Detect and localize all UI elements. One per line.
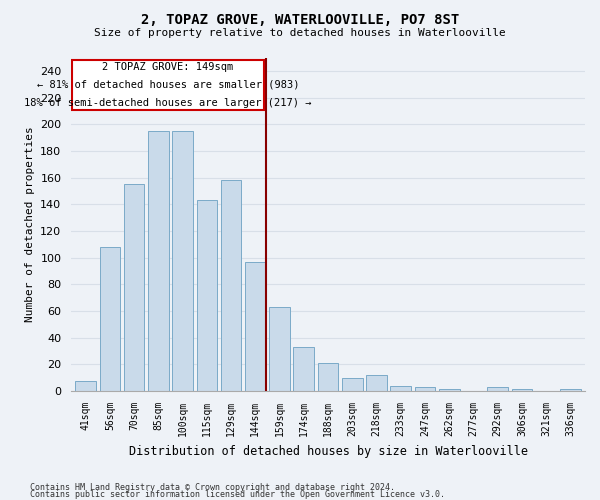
Text: 2, TOPAZ GROVE, WATERLOOVILLE, PO7 8ST: 2, TOPAZ GROVE, WATERLOOVILLE, PO7 8ST: [141, 12, 459, 26]
Text: Contains HM Land Registry data © Crown copyright and database right 2024.: Contains HM Land Registry data © Crown c…: [30, 484, 395, 492]
X-axis label: Distribution of detached houses by size in Waterlooville: Distribution of detached houses by size …: [128, 444, 527, 458]
Text: 2 TOPAZ GROVE: 149sqm: 2 TOPAZ GROVE: 149sqm: [103, 62, 233, 72]
Bar: [269, 307, 290, 391]
FancyBboxPatch shape: [72, 60, 263, 110]
Bar: [487, 387, 508, 391]
Bar: [148, 131, 169, 391]
Bar: [124, 184, 145, 391]
Text: Size of property relative to detached houses in Waterlooville: Size of property relative to detached ho…: [94, 28, 506, 38]
Bar: [221, 180, 241, 391]
Bar: [293, 347, 314, 391]
Bar: [391, 386, 411, 391]
Bar: [100, 247, 120, 391]
Bar: [439, 388, 460, 391]
Bar: [245, 262, 266, 391]
Bar: [197, 200, 217, 391]
Bar: [342, 378, 362, 391]
Text: Contains public sector information licensed under the Open Government Licence v3: Contains public sector information licen…: [30, 490, 445, 499]
Bar: [512, 388, 532, 391]
Text: 18% of semi-detached houses are larger (217) →: 18% of semi-detached houses are larger (…: [24, 98, 312, 108]
Y-axis label: Number of detached properties: Number of detached properties: [25, 126, 35, 322]
Bar: [76, 380, 96, 391]
Bar: [172, 131, 193, 391]
Bar: [415, 387, 436, 391]
Text: ← 81% of detached houses are smaller (983): ← 81% of detached houses are smaller (98…: [37, 80, 299, 90]
Bar: [318, 363, 338, 391]
Bar: [366, 375, 387, 391]
Bar: [560, 388, 581, 391]
